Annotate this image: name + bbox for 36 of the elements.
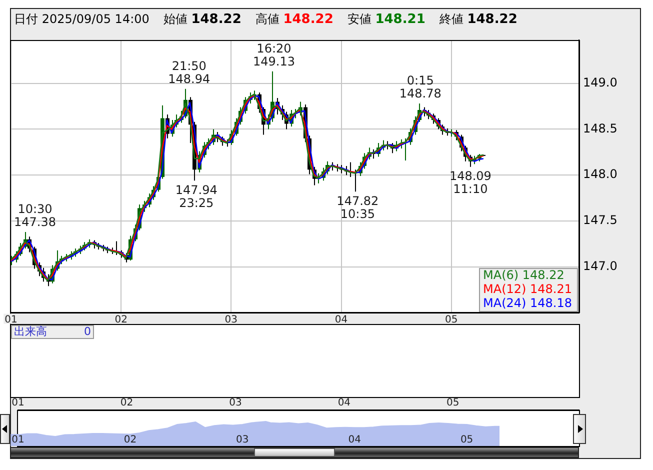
x-tick-label: 02 (124, 434, 137, 446)
annotation: 10:30 147.38 (14, 202, 56, 230)
annotation: 148.09 11:10 (449, 168, 492, 196)
x2-tick-label: 01 (12, 398, 24, 409)
x-tick-label: 05 (444, 314, 458, 326)
x-tick-label: 01 (4, 314, 18, 326)
text: MA(12) 148.21 (483, 282, 572, 296)
annotation: 21:50 148.94 (168, 58, 210, 86)
x2-tick-label: 03 (229, 398, 242, 409)
annotation: 16:20 149.13 (252, 42, 295, 69)
text: 日付 2025/09/05 14:00 (14, 12, 150, 26)
y-tick-label: 149.0 (583, 75, 618, 90)
x-tick-label: 05 (460, 434, 474, 446)
y-tick-label: 147.5 (583, 213, 618, 228)
y-tick-label: 148.5 (583, 121, 618, 136)
blank-panel: 出来高 0 (10, 324, 580, 398)
text: 安値 148.21 (347, 12, 426, 27)
x-tick-label: 04 (334, 314, 348, 326)
x-tick-label: 03 (236, 434, 249, 446)
text: MA(6) 148.22 (483, 268, 564, 282)
x2-tick-label: 04 (338, 398, 351, 409)
text: MA(24) 148.18 (483, 296, 572, 310)
annotation: 147.94 23:25 (175, 182, 218, 210)
x2-tick-label: 02 (120, 398, 134, 409)
text: 始値 148.22 (163, 12, 242, 27)
annotation: 0:15 148.78 (399, 74, 442, 101)
x-tick-label: 02 (114, 314, 128, 326)
text: 高値 148.22 (255, 12, 334, 27)
x2-tick-label: 05 (446, 398, 460, 409)
y-tick-label: 147.0 (583, 259, 618, 274)
text: 終値 148.22 (439, 12, 518, 27)
x-tick-label: 03 (224, 314, 238, 326)
y-tick-label: 148.0 (583, 167, 618, 182)
annotation: 147.82 10:35 (336, 194, 379, 221)
x-tick-label: 01 (12, 434, 24, 446)
x-tick-label: 04 (348, 434, 361, 446)
